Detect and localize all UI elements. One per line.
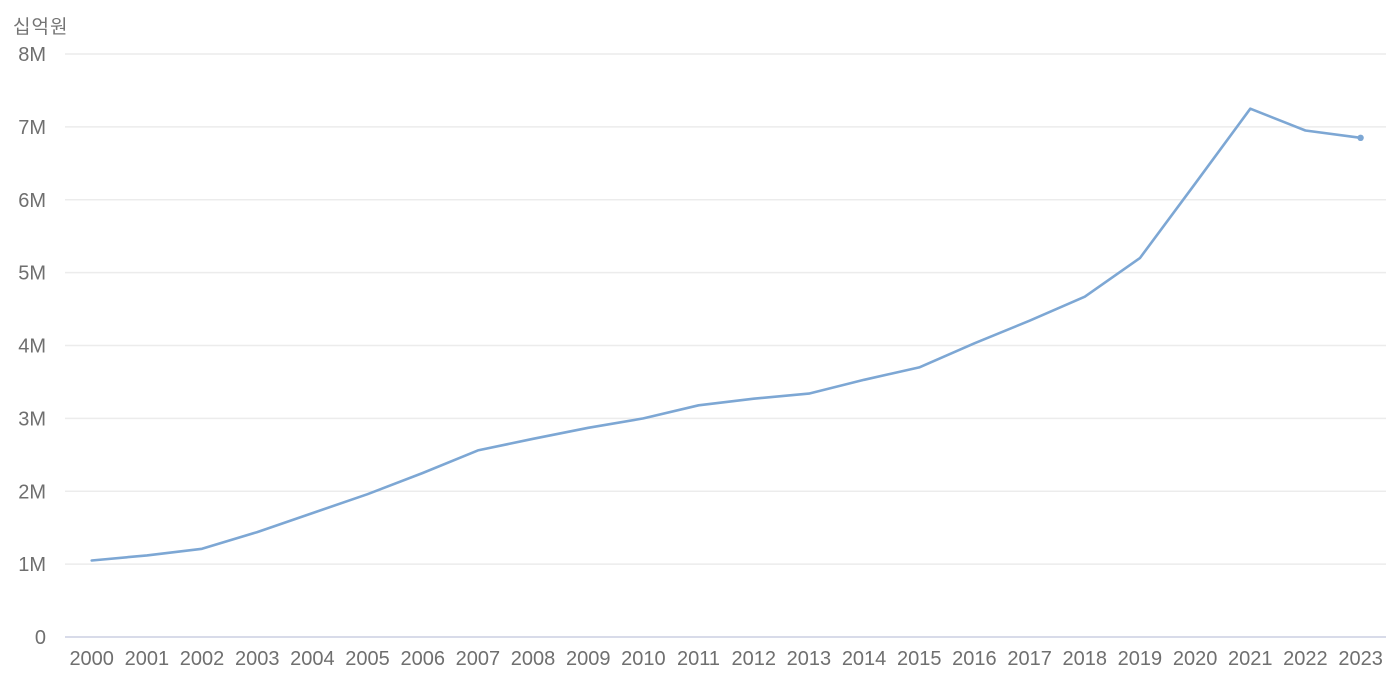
y-tick-label-3M: 3M [18, 408, 46, 430]
x-tick-label-2004: 2004 [290, 648, 335, 670]
x-tick-label-2008: 2008 [511, 648, 556, 670]
x-tick-label-2003: 2003 [235, 648, 280, 670]
y-tick-label-1M: 1M [18, 554, 46, 576]
y-tick-label-8M: 8M [18, 44, 46, 66]
x-tick-label-2018: 2018 [1063, 648, 1108, 670]
y-tick-label-5M: 5M [18, 263, 46, 285]
x-tick-label-2017: 2017 [1007, 648, 1052, 670]
x-tick-label-2019: 2019 [1118, 648, 1163, 670]
x-tick-label-2020: 2020 [1173, 648, 1218, 670]
x-tick-label-2007: 2007 [456, 648, 501, 670]
y-tick-label-2M: 2M [18, 481, 46, 503]
data-series-line [90, 107, 1362, 562]
y-tick-label-7M: 7M [18, 117, 46, 139]
x-tick-label-2016: 2016 [952, 648, 997, 670]
y-tick-label-4M: 4M [18, 336, 46, 358]
x-tick-label-2022: 2022 [1283, 648, 1328, 670]
x-tick-label-2014: 2014 [842, 648, 887, 670]
y-tick-label-6M: 6M [18, 190, 46, 212]
x-tick-label-2009: 2009 [566, 648, 611, 670]
x-tick-label-2021: 2021 [1228, 648, 1273, 670]
y-axis-unit-label: 십억원 [13, 17, 69, 38]
x-tick-label-2012: 2012 [731, 648, 776, 670]
x-tick-label-2010: 2010 [621, 648, 666, 670]
y-tick-label-0: 0 [35, 627, 46, 649]
x-tick-label-2015: 2015 [897, 648, 942, 670]
x-tick-label-2011: 2011 [677, 648, 720, 670]
data-point-last [1357, 134, 1364, 141]
x-tick-label-2001: 2001 [125, 648, 170, 670]
x-tick-label-2023: 2023 [1338, 648, 1383, 670]
x-tick-label-2000: 2000 [69, 648, 114, 670]
x-tick-label-2006: 2006 [400, 648, 445, 670]
x-tick-label-2013: 2013 [787, 648, 832, 670]
x-tick-label-2005: 2005 [345, 648, 390, 670]
x-tick-label-2002: 2002 [180, 648, 225, 670]
